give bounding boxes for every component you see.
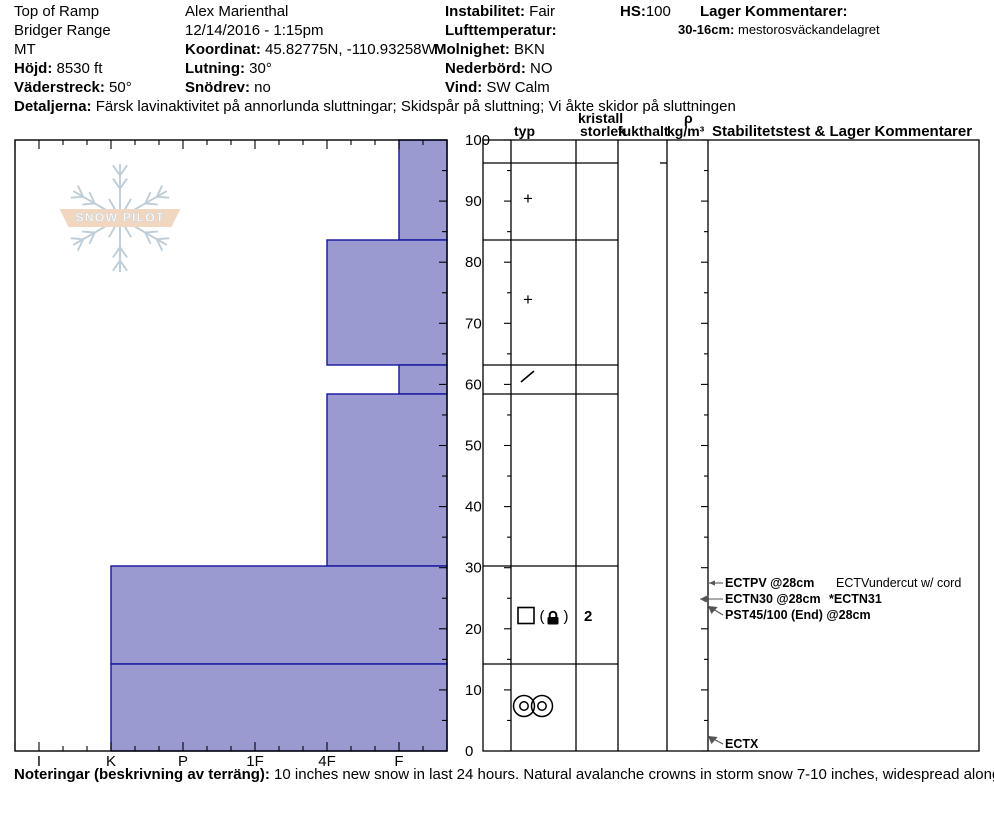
svg-text:60: 60 [465, 376, 482, 393]
svg-text:90: 90 [465, 193, 482, 210]
svg-text:*ECTN31: *ECTN31 [829, 592, 882, 606]
svg-text:1F: 1F [246, 753, 264, 770]
svg-text:I: I [37, 753, 41, 770]
svg-text:P: P [178, 753, 188, 770]
svg-text:ECTX: ECTX [725, 737, 759, 751]
svg-text:50: 50 [465, 438, 482, 455]
svg-text:0: 0 [465, 743, 473, 760]
svg-text:F: F [394, 753, 403, 770]
svg-text:100: 100 [465, 132, 490, 149]
svg-text:40: 40 [465, 499, 482, 516]
svg-text:20: 20 [465, 621, 482, 638]
svg-text:(: ( [540, 608, 545, 625]
svg-text:+: + [523, 290, 533, 309]
svg-text:2: 2 [584, 608, 592, 625]
svg-text:+: + [523, 189, 533, 208]
svg-text:4F: 4F [318, 753, 336, 770]
svg-text:SNOW PILOT: SNOW PILOT [75, 210, 164, 224]
svg-text:70: 70 [465, 315, 482, 332]
svg-text:ECTVundercut w/ cord: ECTVundercut w/ cord [836, 576, 961, 590]
svg-text:30: 30 [465, 560, 482, 577]
svg-text:ECTN30 @28cm: ECTN30 @28cm [725, 592, 821, 606]
svg-text:10: 10 [465, 682, 482, 699]
svg-text:PST45/100 (End) @28cm: PST45/100 (End) @28cm [725, 608, 871, 622]
svg-text:K: K [106, 753, 116, 770]
svg-text:80: 80 [465, 254, 482, 271]
svg-text:): ) [564, 608, 569, 625]
svg-text:ECTPV @28cm: ECTPV @28cm [725, 576, 814, 590]
